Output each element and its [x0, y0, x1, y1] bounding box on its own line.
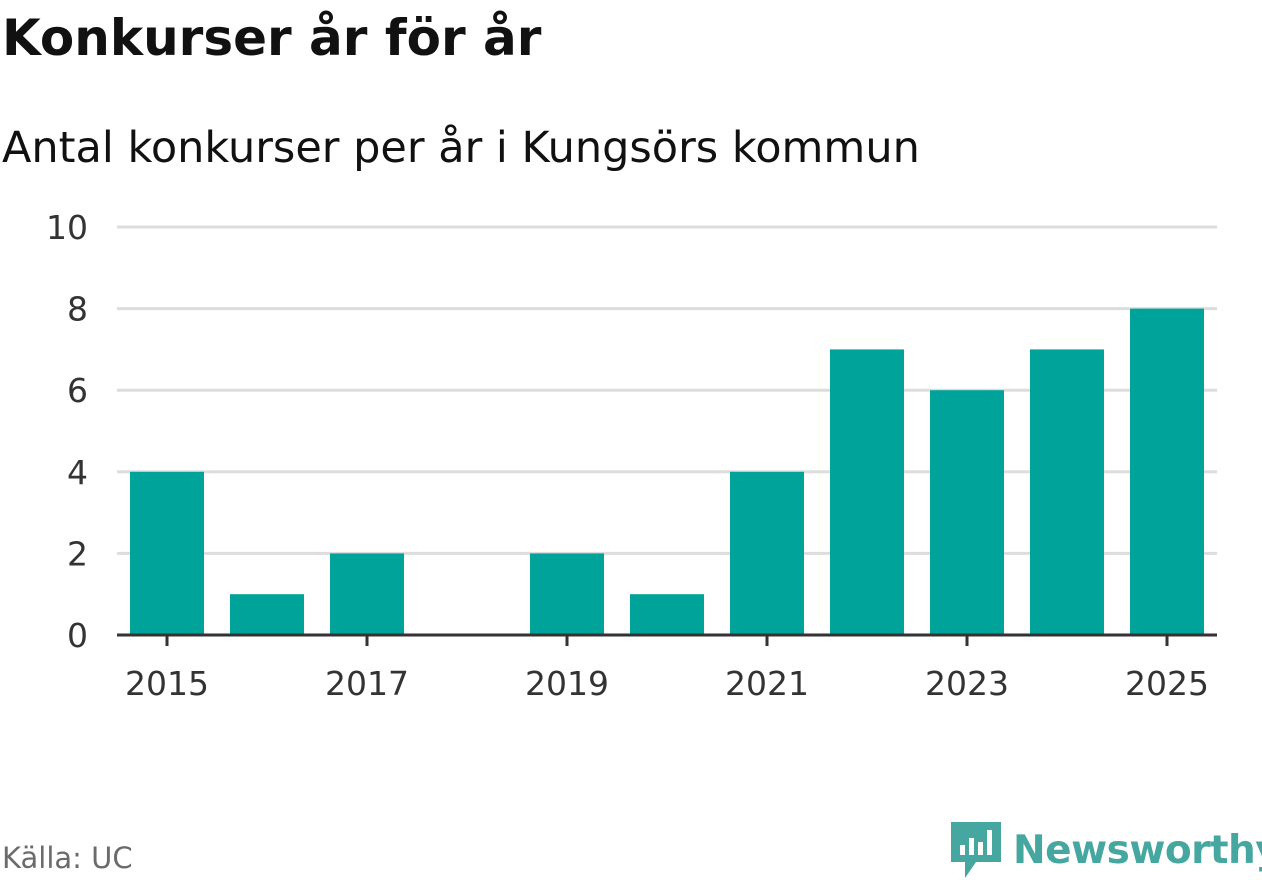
bar-2022 [830, 349, 904, 635]
y-tick-label: 0 [67, 616, 88, 655]
bar-2015 [130, 471, 204, 635]
x-axis [117, 633, 1217, 646]
y-tick-label: 2 [67, 534, 88, 573]
brand-logo: Newsworthy [951, 820, 1262, 880]
y-tick-label: 8 [67, 290, 88, 329]
x-tick-label: 2023 [925, 664, 1009, 703]
y-tick-label: 10 [46, 208, 88, 247]
chart-title: Konkurser år för år [2, 9, 542, 67]
bar-2020 [630, 594, 704, 635]
y-tick-label: 6 [67, 371, 88, 410]
y-tick-label: 4 [67, 453, 88, 492]
bar-2017 [330, 553, 404, 635]
x-tick-label: 2019 [525, 664, 609, 703]
x-tick-label: 2017 [325, 664, 409, 703]
x-tick-label: 2015 [125, 664, 209, 703]
y-axis-labels: 0 2 4 6 8 10 [46, 208, 88, 655]
bar-2019 [530, 553, 604, 635]
bar-2025 [1130, 308, 1204, 635]
bars [130, 308, 1204, 635]
bar-2024 [1030, 349, 1104, 635]
bar-2023 [930, 390, 1004, 635]
bar-2021 [730, 471, 804, 635]
x-axis-labels: 2015 2017 2019 2021 2023 2025 [125, 664, 1209, 703]
bar-chart: 0 2 4 6 8 10 2015 2017 2019 2021 2023 2025 [46, 208, 1217, 703]
chart-subtitle: Antal konkurser per år i Kungsörs kommun [2, 123, 920, 173]
newsworthy-logo-icon [951, 822, 1001, 878]
source-note: Källa: UC [2, 841, 133, 875]
x-tick-label: 2025 [1125, 664, 1209, 703]
bar-2016 [230, 594, 304, 635]
x-tick-label: 2021 [725, 664, 809, 703]
brand-name: Newsworthy [1013, 827, 1262, 873]
